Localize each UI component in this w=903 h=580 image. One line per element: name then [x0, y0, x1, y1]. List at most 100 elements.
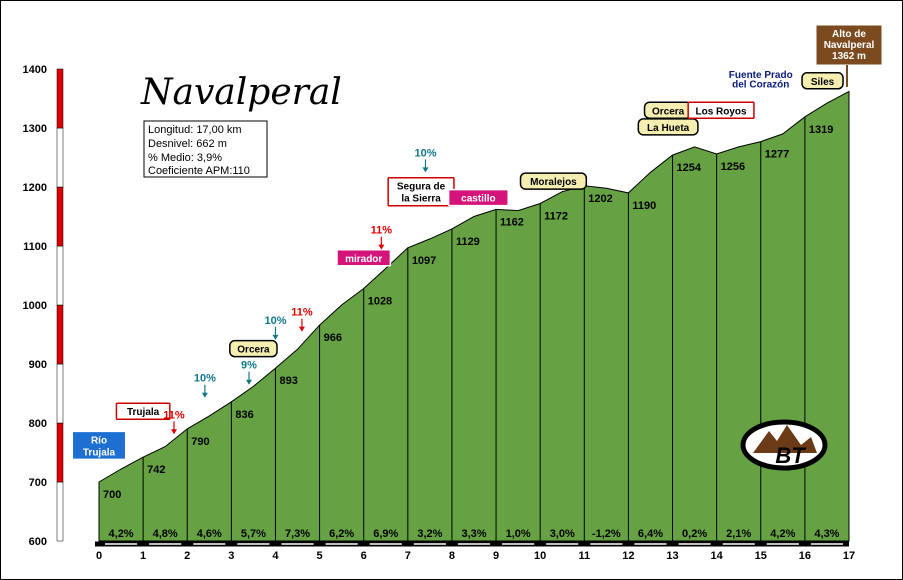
place-label-box — [336, 249, 392, 267]
place-label-box — [447, 188, 509, 207]
altitude-bands — [56, 68, 64, 542]
slope-mark-arrowhead — [171, 429, 177, 435]
x-tick-label: 15 — [755, 550, 767, 562]
stats-line-avg: % Medio: 3,9% — [148, 152, 222, 164]
summit-label-line1: Alto de — [832, 29, 866, 40]
summit-label-line2: Navalperal — [824, 40, 875, 51]
y-tick-label: 1100 — [23, 241, 47, 253]
segment-grade: 4,2% — [109, 528, 134, 540]
segment-grade: 4,2% — [770, 528, 795, 540]
place-label-text: Río — [91, 435, 107, 446]
segment-grade: 3,0% — [550, 528, 575, 540]
place-label-text: la Sierra — [401, 194, 441, 205]
km-altitude-label: 836 — [235, 409, 253, 421]
y-tick-label: 1400 — [23, 64, 47, 76]
x-tick-label: 3 — [228, 550, 234, 562]
summit-label-line3: 1362 m — [832, 51, 866, 62]
x-tick-label: 9 — [493, 550, 499, 562]
y-tick-label: 600 — [29, 536, 47, 548]
chart-title: Navalperal — [140, 72, 342, 113]
stats-line-gain: Desnivel: 662 m — [148, 138, 227, 150]
place-label-box — [229, 339, 278, 358]
slope-mark-arrowhead — [272, 334, 279, 340]
segment-grade: 7,3% — [285, 528, 310, 540]
place-label-box — [71, 430, 127, 461]
x-tick-label: 6 — [361, 550, 367, 562]
segment-grade: 3,2% — [417, 528, 442, 540]
km-altitude-label: 1162 — [500, 216, 524, 228]
km-altitude-label: 1028 — [368, 295, 392, 307]
km-altitude-label: 1319 — [809, 124, 833, 136]
segment-grade: 6,4% — [638, 528, 663, 540]
stats-box — [143, 120, 268, 178]
km-altitude-label: 1256 — [721, 161, 745, 173]
altitude-band — [56, 186, 64, 247]
segment-grade: 1,0% — [506, 528, 531, 540]
x-tick-label: 0 — [96, 550, 102, 562]
km-altitude-label: 1172 — [544, 211, 568, 223]
segment-grade: 5,7% — [241, 528, 266, 540]
place-label-text: mirador — [345, 254, 382, 265]
slope-mark-label: 11% — [291, 307, 313, 319]
stats-line-apm: Coeficiente APM:110 — [148, 165, 250, 177]
altitude-band — [56, 127, 64, 188]
x-tick-label: 5 — [317, 550, 323, 562]
x-tick-label: 13 — [666, 550, 678, 562]
segment-grade: 0,2% — [682, 528, 707, 540]
place-label-text: castillo — [461, 194, 495, 205]
place-label-text: La Hueta — [647, 123, 690, 134]
x-tick-label: 4 — [272, 550, 279, 562]
place-label-text: Siles — [811, 77, 835, 88]
slope-mark-label: 11% — [371, 225, 393, 237]
slope-mark-arrowhead — [298, 326, 305, 332]
x-tick-label: 11 — [578, 550, 590, 562]
x-tick-label: 7 — [405, 550, 411, 562]
altitude-band — [56, 481, 64, 542]
place-label-text: Segura de — [397, 182, 446, 193]
profile-fill — [98, 90, 850, 542]
segment-grade: -1,2% — [592, 528, 621, 540]
km-altitude-label: 790 — [191, 436, 209, 448]
y-tick-label: 700 — [29, 477, 47, 489]
slope-mark-label: 10% — [194, 373, 216, 385]
segment-grade: 4,3% — [814, 528, 839, 540]
segment-grade: 6,9% — [373, 528, 398, 540]
x-tick-label: 10 — [534, 550, 546, 562]
km-altitude-label: 700 — [103, 489, 121, 501]
altitude-band — [56, 422, 64, 483]
x-tick-label: 1 — [140, 550, 146, 562]
y-tick-label: 1200 — [23, 182, 47, 194]
km-altitude-label: 1254 — [677, 162, 702, 174]
y-tick-label: 1300 — [23, 123, 47, 135]
place-label-text: Orcera — [652, 106, 685, 117]
x-tick-label: 16 — [799, 550, 811, 562]
bt-logo: BT — [740, 419, 828, 471]
segment-grade: 4,6% — [197, 528, 222, 540]
place-label-box — [637, 118, 699, 136]
axes: 0 1 2 3 4 5 6 7 8 9 10 11 12 13 14 15 16 1760070080090010… — [23, 64, 856, 562]
slope-mark-arrowhead — [201, 392, 208, 398]
slope-mark-label: 10% — [414, 147, 436, 159]
altitude-band — [56, 363, 64, 424]
slope-mark-label: 10% — [264, 315, 286, 327]
bt-logo-mountains — [753, 425, 817, 453]
slope-mark-arrowhead — [378, 244, 385, 250]
grade-strip: 4,2% 4,8% 4,6% 5,7% 7,3% 6,2% 6,9% 3,2% 3,3% 1,0%… — [109, 528, 840, 540]
slope-mark-arrowhead — [246, 379, 252, 385]
segment-grade: 4,8% — [153, 528, 178, 540]
slope-mark-label: 9% — [241, 360, 257, 372]
y-tick-label: 900 — [29, 359, 47, 371]
slope-mark-arrowhead — [422, 167, 429, 173]
km-altitude-label: 742 — [147, 464, 165, 476]
x-tick-label: 17 — [843, 550, 855, 562]
place-label-text: Los Royos — [695, 106, 747, 117]
km-altitude-label: 1129 — [456, 236, 480, 248]
place-label-box — [519, 172, 588, 190]
summit-box — [815, 24, 883, 66]
segment-grade: 2,1% — [726, 528, 751, 540]
place-label-box — [115, 402, 171, 420]
x-tick-label: 2 — [184, 550, 190, 562]
